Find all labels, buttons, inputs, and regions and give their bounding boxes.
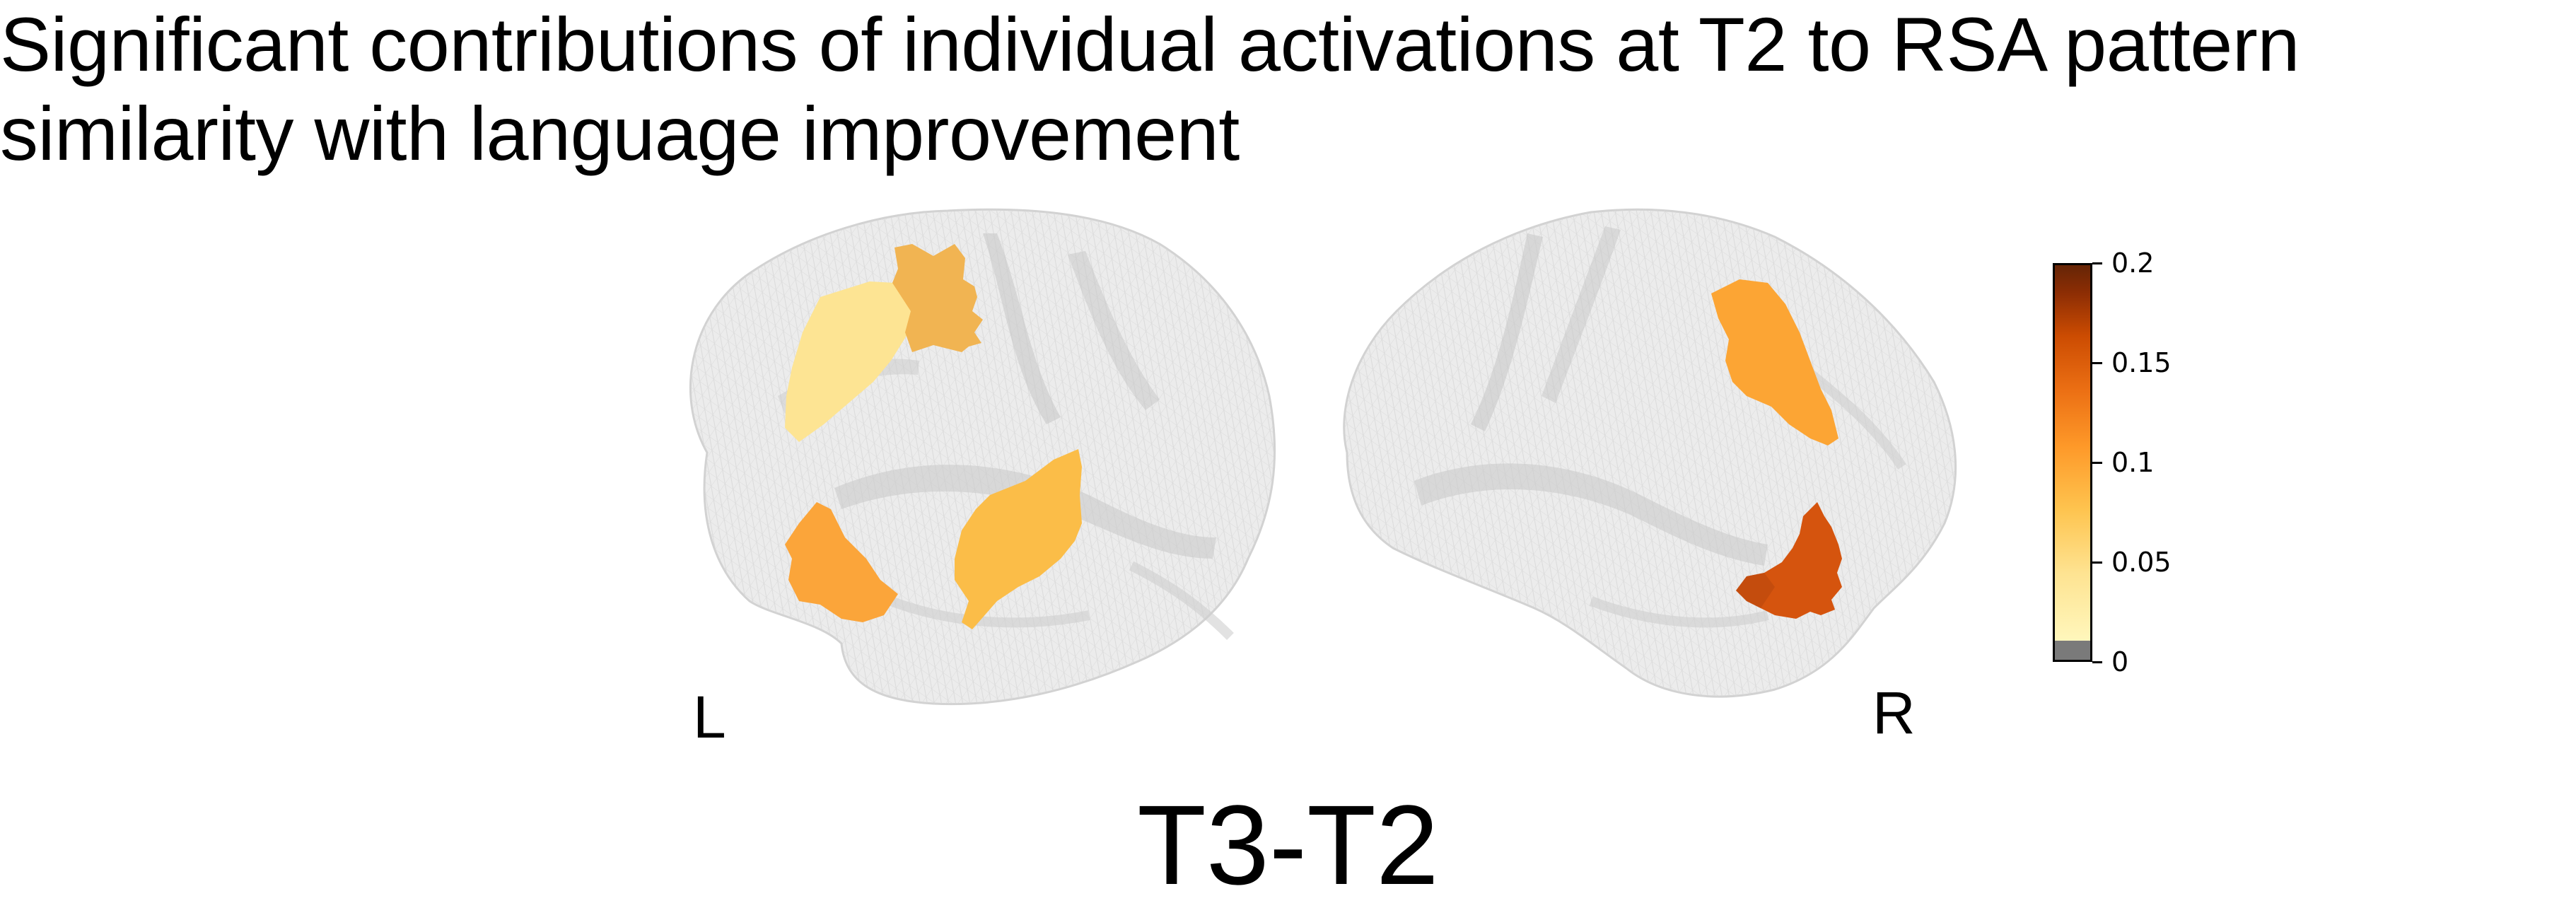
right-region-1 [1711, 279, 1838, 446]
colorbar-tick-label: 0.05 [2111, 547, 2172, 578]
left-region-3 [785, 502, 898, 622]
colorbar-tick [2092, 262, 2102, 264]
left-region-4 [955, 449, 1082, 629]
colorbar-tick [2092, 461, 2102, 464]
colorbar-tick [2092, 660, 2102, 663]
contrast-label: T3-T2 [1137, 781, 1439, 908]
colorbar [2053, 263, 2092, 662]
colorbar-tick-label: 0 [2111, 646, 2129, 677]
colorbar-tick-label: 0.15 [2111, 347, 2172, 378]
colorbar-tick [2092, 361, 2102, 364]
left-hemisphere [689, 208, 1276, 706]
left-region-1 [785, 281, 912, 442]
right-hemisphere [1343, 208, 1957, 698]
colorbar-tick-label: 0.2 [2111, 248, 2155, 279]
right-hemisphere-label: R [1872, 680, 1916, 746]
colorbar-tick-label: 0.1 [2111, 447, 2155, 478]
figure-title-line-2: similarity with language improvement [0, 91, 1240, 176]
colorbar-tick [2092, 561, 2102, 564]
left-hemisphere-label: L [693, 684, 726, 750]
left-region-2 [892, 244, 983, 352]
figure-title-line-1: Significant contributions of individual … [0, 1, 2300, 87]
figure-title: Significant contributions of individual … [0, 0, 2576, 178]
